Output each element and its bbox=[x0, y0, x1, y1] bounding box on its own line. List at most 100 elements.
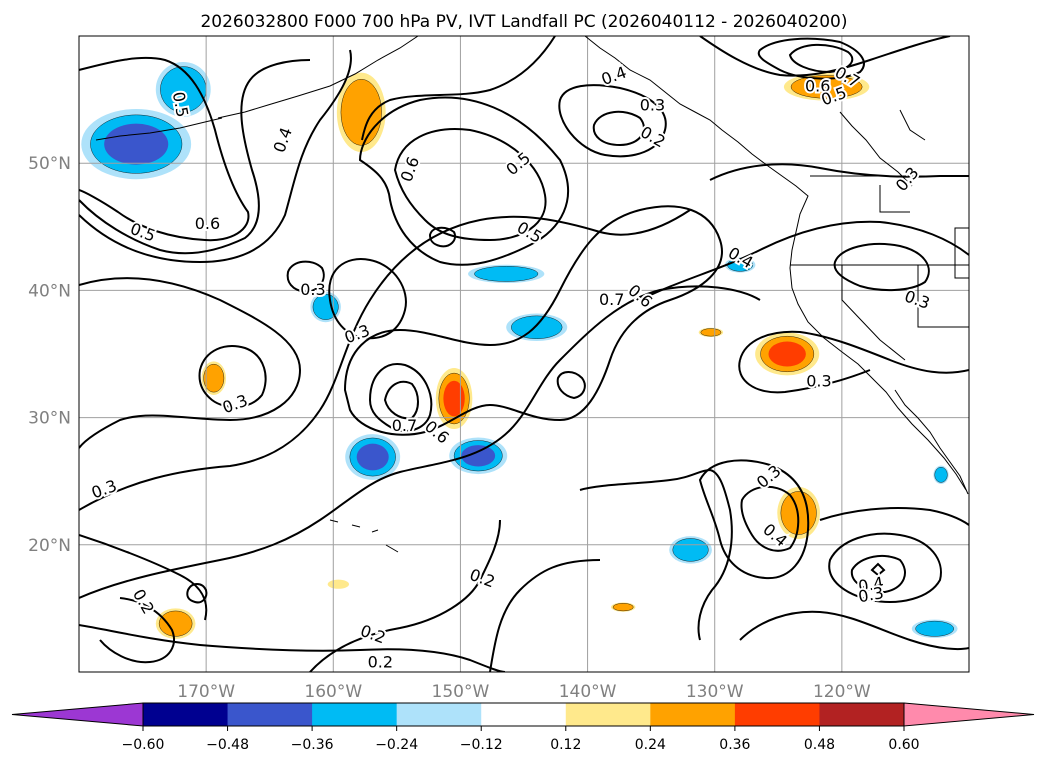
contour-path bbox=[819, 507, 969, 526]
contour-path bbox=[79, 285, 761, 599]
colorbar-tick-label: 0.48 bbox=[804, 737, 835, 753]
lon-tick-label: 130°W bbox=[686, 682, 744, 702]
contour-path bbox=[558, 84, 667, 158]
longitude-labels: 170°W 160°W 150°W 140°W 130°W 120°W bbox=[177, 682, 871, 702]
pv-fill-mid bbox=[474, 266, 539, 282]
pv-fill-outer bbox=[327, 579, 350, 589]
contour-path bbox=[393, 128, 547, 242]
contour-path bbox=[328, 258, 407, 340]
colorbar-segment bbox=[650, 703, 736, 726]
pv-contours bbox=[79, 36, 969, 672]
colorbar-segment bbox=[565, 703, 651, 726]
contour-path bbox=[79, 49, 352, 264]
pv-fill-core bbox=[356, 443, 389, 471]
pv-fill-mid bbox=[612, 603, 634, 612]
latitude-labels: 20°N 30°N 40°N 50°N bbox=[28, 154, 71, 556]
colorbar-segment bbox=[312, 703, 398, 726]
pv-fill-mid bbox=[511, 315, 563, 339]
contour-path bbox=[383, 380, 419, 420]
contour-path bbox=[79, 209, 691, 511]
pv-fill-mid bbox=[158, 610, 193, 637]
contour-path bbox=[739, 610, 969, 650]
contour-path bbox=[757, 37, 865, 80]
contour-path bbox=[99, 597, 175, 664]
contour-path bbox=[361, 36, 556, 141]
graticule bbox=[79, 36, 969, 672]
pv-fill-mid bbox=[915, 620, 954, 637]
contour-path bbox=[639, 220, 969, 301]
contour-path bbox=[198, 345, 267, 408]
aleutian-islands bbox=[95, 117, 223, 141]
contour-path bbox=[709, 163, 969, 181]
contour-path bbox=[186, 583, 208, 604]
contour-path bbox=[738, 359, 871, 394]
pv-fill-mid bbox=[672, 538, 709, 562]
contour-label: 0.7 bbox=[392, 416, 417, 435]
contour-path bbox=[870, 562, 886, 577]
chart-title: 2026032800 F000 700 hPa PV, IVT Landfall… bbox=[200, 12, 847, 32]
pv-fill-mid bbox=[934, 467, 948, 483]
lon-tick-label: 170°W bbox=[177, 682, 235, 702]
lon-tick-label: 140°W bbox=[559, 682, 617, 702]
contour-label: 0.3 bbox=[806, 371, 831, 390]
alaska-coast bbox=[217, 36, 419, 119]
contour-path bbox=[79, 59, 311, 255]
lat-tick-label: 50°N bbox=[28, 154, 71, 174]
pv-fill-mid bbox=[203, 363, 225, 393]
colorbar-tick-label: −0.24 bbox=[375, 737, 418, 753]
contour-label: 0.3 bbox=[640, 95, 665, 114]
lat-tick-label: 40°N bbox=[28, 281, 71, 301]
contour-path bbox=[79, 534, 208, 621]
contour-path bbox=[850, 554, 906, 594]
colorbar-segment bbox=[396, 703, 482, 726]
lon-tick-label: 150°W bbox=[432, 682, 490, 702]
contour-path bbox=[579, 468, 733, 641]
contour-path bbox=[489, 559, 601, 672]
canada-interior bbox=[839, 109, 926, 187]
contour-label: 0.6 bbox=[805, 76, 830, 95]
colorbar-tick-label: 0.60 bbox=[888, 737, 919, 753]
pv-fill-mid bbox=[340, 79, 382, 146]
colorbar-tick-label: 0.12 bbox=[550, 737, 581, 753]
colorbar-tick-label: 0.24 bbox=[635, 737, 666, 753]
contour-path bbox=[698, 459, 810, 580]
contour-path bbox=[428, 226, 456, 248]
colorbar-tick-label: 0.36 bbox=[719, 737, 750, 753]
colorbar-tick-label: −0.36 bbox=[291, 737, 334, 753]
contour-path bbox=[740, 485, 800, 552]
colorbar-segment bbox=[227, 703, 313, 726]
pv-fill-mid bbox=[790, 75, 863, 99]
pv-fill-core bbox=[443, 380, 465, 417]
contour-path bbox=[309, 519, 501, 672]
map-frame bbox=[78, 35, 970, 673]
contour-path bbox=[79, 277, 302, 449]
pv-fill-core bbox=[104, 123, 169, 165]
lat-tick-label: 20°N bbox=[28, 536, 71, 556]
pv-fill-core bbox=[461, 445, 496, 467]
gulf-of-alaska-coast bbox=[584, 36, 967, 491]
colorbar: −0.60 −0.48 −0.36 −0.24 −0.12 0.12 0.24 0.36 0.4… bbox=[11, 702, 1035, 753]
map-background bbox=[79, 36, 969, 672]
contour-path bbox=[739, 330, 969, 374]
lat-tick-label: 30°N bbox=[28, 409, 71, 429]
pv-fill-core bbox=[167, 73, 200, 106]
contour-path bbox=[828, 532, 942, 603]
colorbar-tick-label: −0.48 bbox=[206, 737, 249, 753]
colorbar-frame bbox=[142, 702, 905, 727]
contour-label: 0.2 bbox=[368, 653, 393, 672]
lon-tick-label: 160°W bbox=[304, 682, 362, 702]
hawaii-islands bbox=[329, 519, 399, 553]
colorbar-tick-label: −0.60 bbox=[122, 737, 165, 753]
contour-path bbox=[788, 43, 854, 74]
state-borders bbox=[790, 185, 969, 361]
lon-tick-label: 120°W bbox=[813, 682, 871, 702]
contour-label: 0.7 bbox=[599, 290, 624, 309]
pv-fill-mid bbox=[700, 328, 722, 337]
contour-path bbox=[358, 96, 570, 266]
contour-path bbox=[833, 242, 930, 292]
colorbar-tick-label: −0.12 bbox=[460, 737, 503, 753]
contour-path bbox=[79, 56, 250, 242]
contour-path bbox=[556, 371, 586, 400]
colorbar-segment bbox=[481, 703, 567, 726]
